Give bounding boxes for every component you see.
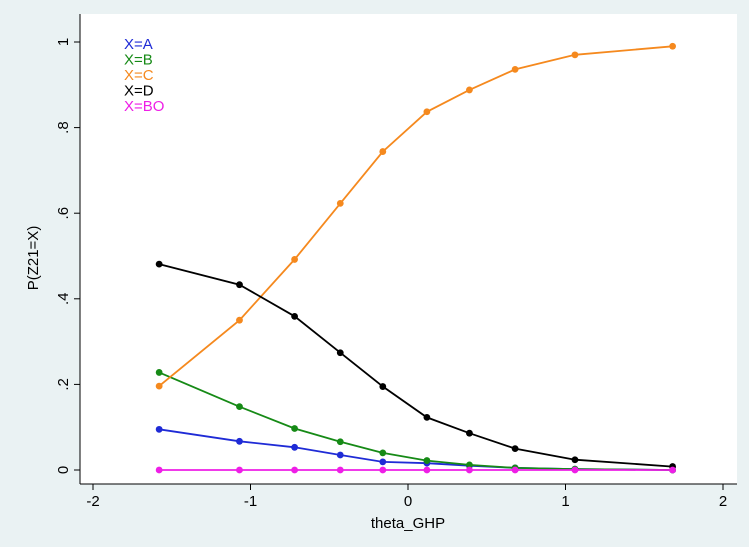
data-point xyxy=(511,65,519,73)
plot-area xyxy=(80,14,737,484)
series-layer xyxy=(155,42,676,474)
x-tick-label: 0 xyxy=(404,493,412,510)
data-point xyxy=(423,457,431,464)
data-point xyxy=(155,425,163,433)
x-tick-label: 2 xyxy=(719,493,727,510)
legend: X=AX=BX=CX=DX=BO xyxy=(124,36,164,115)
x-axis-title: theta_GHP xyxy=(371,515,445,532)
y-tick-label: .8 xyxy=(55,121,72,134)
series-x-c xyxy=(155,42,676,390)
y-tick-label: 0 xyxy=(55,466,72,474)
legend-entry: X=D xyxy=(124,83,154,100)
data-point xyxy=(571,466,579,474)
legend-entry: X=A xyxy=(124,36,153,53)
x-tick-label: -1 xyxy=(244,493,257,510)
x-tick-label: 1 xyxy=(561,493,569,510)
data-point xyxy=(379,466,387,474)
data-point xyxy=(336,451,344,459)
y-axis-title: P(Z21=X) xyxy=(25,226,42,291)
data-point xyxy=(669,42,676,50)
data-point xyxy=(155,260,163,268)
y-tick-label: .2 xyxy=(55,378,72,391)
data-point xyxy=(236,466,243,474)
data-point xyxy=(236,437,243,445)
legend-entry: X=C xyxy=(124,67,154,84)
legend-entry: X=BO xyxy=(124,98,164,115)
series-x-bo xyxy=(155,466,676,474)
data-point xyxy=(236,316,243,324)
data-point xyxy=(423,413,431,421)
data-point xyxy=(466,461,473,469)
axes: -2 -1 0 1 2 0 .2 .4 .6 .8 1 xyxy=(55,14,737,510)
data-point xyxy=(291,312,298,320)
data-point xyxy=(336,199,344,207)
data-point xyxy=(423,466,431,474)
data-point xyxy=(423,108,431,116)
data-point xyxy=(571,456,579,464)
y-tick-label: .4 xyxy=(55,293,72,306)
data-point xyxy=(155,466,163,474)
data-point xyxy=(466,466,473,474)
data-point xyxy=(336,349,344,357)
data-point xyxy=(336,466,344,474)
data-point xyxy=(236,281,243,289)
series-line xyxy=(158,45,673,387)
data-point xyxy=(155,369,163,376)
y-tick-label: .6 xyxy=(55,207,72,220)
data-point xyxy=(466,86,473,94)
data-point xyxy=(291,443,298,451)
data-point xyxy=(236,403,243,411)
data-point xyxy=(336,438,344,446)
data-point xyxy=(291,425,298,432)
series-line xyxy=(158,263,673,468)
y-tick-label: 1 xyxy=(55,38,72,46)
data-point xyxy=(466,429,473,437)
series-line xyxy=(158,371,673,471)
data-point xyxy=(379,383,387,390)
data-point xyxy=(571,51,579,59)
data-point xyxy=(291,256,298,263)
data-point xyxy=(379,458,387,466)
data-point xyxy=(669,466,676,474)
data-point xyxy=(379,148,387,155)
data-point xyxy=(379,449,387,457)
x-tick-label: -2 xyxy=(86,493,99,510)
legend-entry: X=B xyxy=(124,52,153,69)
data-point xyxy=(291,466,298,474)
data-point xyxy=(511,466,519,474)
data-point xyxy=(155,382,163,390)
data-point xyxy=(511,445,519,452)
